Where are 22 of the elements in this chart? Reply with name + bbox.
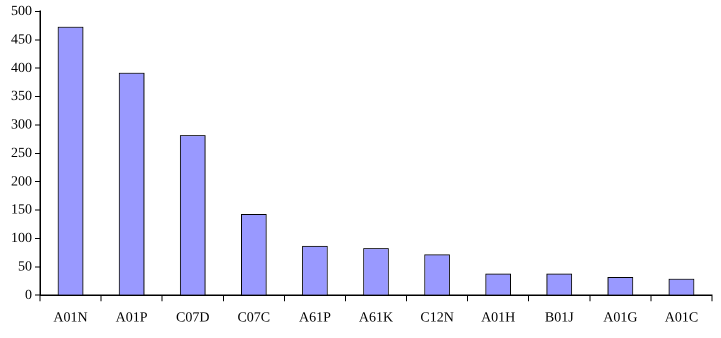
x-tick-label: C12N bbox=[420, 310, 454, 326]
x-tick-label: C07D bbox=[176, 310, 210, 326]
x-tick-label: A61K bbox=[358, 310, 394, 326]
y-tick-label: 350 bbox=[11, 89, 32, 104]
x-tick-label: A01G bbox=[603, 310, 638, 326]
y-tick-label: 500 bbox=[11, 4, 32, 20]
x-tick-label: A01N bbox=[53, 310, 88, 326]
x-tick-label: B01J bbox=[544, 310, 574, 326]
x-tick-label: A01H bbox=[481, 310, 516, 326]
y-tick-label: 100 bbox=[11, 231, 32, 246]
y-tick-label: 200 bbox=[11, 174, 32, 190]
y-tick-label: 300 bbox=[11, 118, 32, 133]
x-tick-label: C07C bbox=[237, 310, 270, 326]
y-tick-label: 250 bbox=[11, 146, 32, 161]
x-tick-label: A61P bbox=[298, 310, 332, 326]
y-tick-label: 150 bbox=[11, 202, 32, 218]
y-tick-label: 400 bbox=[11, 60, 32, 76]
y-tick-label: 50 bbox=[18, 259, 32, 274]
y-tick-label: 450 bbox=[11, 32, 32, 48]
x-tick-label: A01P bbox=[116, 310, 148, 326]
x-tick-label: A01C bbox=[664, 310, 698, 326]
y-tick-label: 0 bbox=[25, 288, 32, 303]
